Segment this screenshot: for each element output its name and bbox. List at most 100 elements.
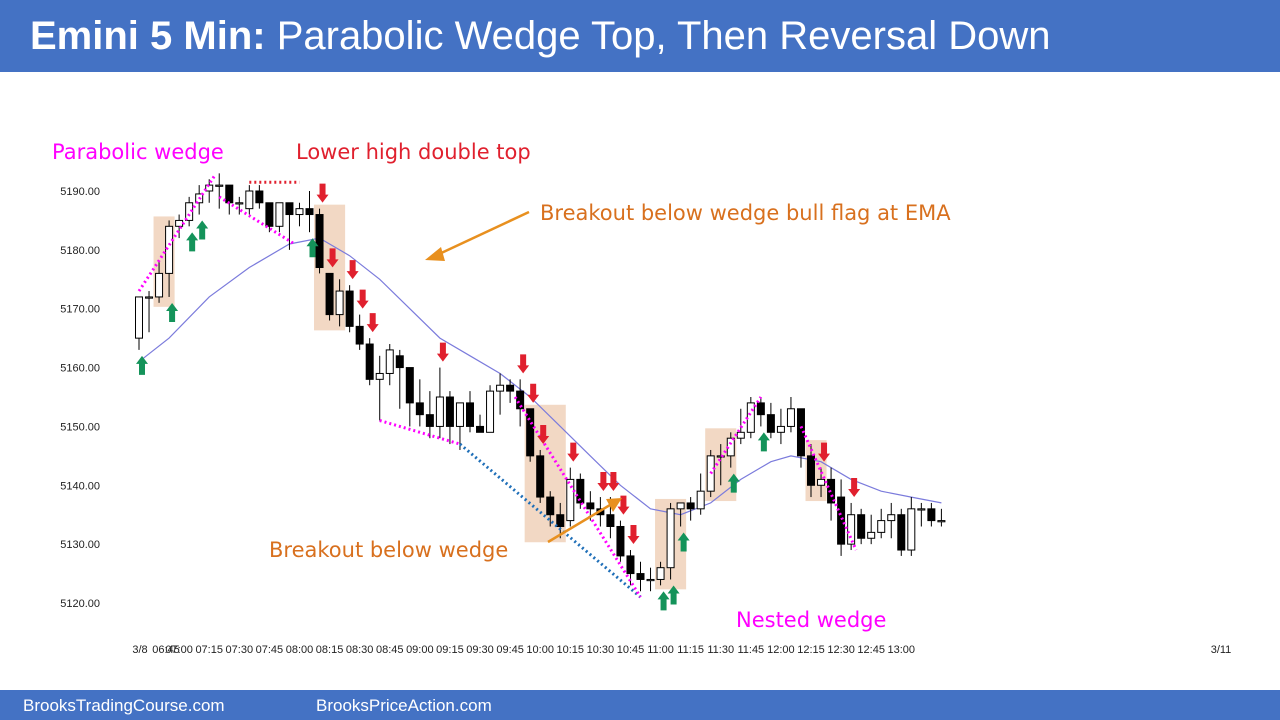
candle-body-14	[275, 202, 284, 227]
candle-body-73	[867, 531, 876, 539]
candle-body-13	[265, 202, 274, 227]
candle-body-33	[465, 402, 474, 427]
candle-body-47	[606, 514, 615, 527]
candle-body-56	[696, 490, 705, 510]
title-rest: Parabolic Wedge Top, Then Reversal Down	[265, 14, 1051, 58]
candle-body-29	[425, 414, 434, 427]
sell-arrow-4	[366, 313, 379, 333]
footer-right-link[interactable]: BrooksPriceAction.com	[316, 696, 492, 715]
candle-body-63	[766, 414, 775, 433]
candle-body-42	[556, 514, 565, 527]
y-tick-label-0: 5120.00	[60, 598, 100, 610]
candle-body-18	[315, 214, 324, 269]
candle-body-34	[476, 425, 485, 433]
x-tick-label-18: 11:00	[647, 644, 674, 656]
sell-arrow-15	[848, 477, 861, 497]
x-tick-label-27: 3/11	[1211, 644, 1232, 656]
buy-arrow-7	[677, 532, 690, 552]
x-tick-label-26: 13:00	[888, 644, 916, 656]
footer-left-link[interactable]: BrooksTradingCourse.com	[23, 696, 225, 715]
candle-body-12	[255, 190, 264, 204]
candle-body-25	[385, 349, 394, 374]
candle-body-57	[706, 455, 715, 492]
candle-body-77	[907, 508, 916, 551]
x-tick-label-9: 08:45	[376, 644, 404, 656]
x-tick-label-24: 12:30	[827, 644, 855, 656]
candle-body-17	[305, 208, 314, 216]
candle-body-48	[616, 525, 625, 557]
candle-body-16	[295, 208, 304, 216]
candle-body-38	[516, 390, 525, 410]
candlestick-chart: 5120.00 5130.00 5140.00 5150.00 5160.00 5170.…	[60, 173, 1232, 656]
wedge-line-magenta-3	[379, 419, 461, 446]
sell-arrow-13	[627, 525, 640, 545]
candle-body-71	[847, 514, 856, 545]
x-tick-label-8: 08:30	[346, 644, 374, 656]
candle-body-79	[927, 508, 936, 522]
candle-body-7	[205, 184, 214, 192]
candle-body-50	[636, 573, 645, 580]
candle-body-37	[506, 384, 515, 392]
candle-body-4	[175, 219, 184, 227]
sell-arrow-1	[326, 248, 339, 268]
candle-body-74	[877, 520, 886, 533]
candle-body-80	[937, 520, 946, 523]
candle-body-65	[786, 408, 795, 427]
buy-arrow-4	[306, 238, 319, 258]
sell-arrow-8	[537, 424, 550, 444]
candle-body-21	[345, 290, 354, 327]
x-tick-label-4: 07:30	[226, 644, 254, 656]
buy-arrow-1	[166, 302, 179, 322]
candle-body-76	[897, 514, 906, 551]
x-tick-label-11: 09:15	[436, 644, 464, 656]
candle-body-70	[837, 496, 846, 545]
candle-body-22	[355, 325, 364, 345]
candle-body-78	[917, 508, 926, 511]
candle-body-53	[666, 508, 675, 569]
candle-body-52	[656, 567, 665, 580]
wedge-line-magenta-5	[513, 396, 642, 598]
sell-arrow-2	[346, 260, 359, 280]
candle-body-67	[807, 455, 816, 486]
annotation-lower-high: Lower high double top	[296, 140, 531, 164]
sell-arrow-0	[316, 183, 329, 203]
candle-body-30	[435, 396, 444, 427]
candle-body-1	[145, 296, 154, 299]
x-tick-label-21: 11:45	[737, 644, 764, 656]
candle-body-68	[817, 478, 826, 486]
x-tick-label-20: 11:30	[707, 644, 734, 656]
annotation-breakout-bull-flag: Breakout below wedge bull flag at EMA	[540, 201, 951, 225]
callout-arrow-wedge-head	[606, 498, 622, 512]
candle-body-62	[756, 402, 765, 416]
buy-arrow-6	[667, 585, 680, 605]
y-tick-label-2: 5140.00	[60, 480, 100, 492]
x-tick-label-17: 10:45	[617, 644, 645, 656]
x-tick-label-0: 3/8	[132, 644, 147, 656]
candle-body-11	[245, 190, 254, 210]
buy-arrow-2	[186, 232, 199, 252]
y-tick-label-7: 5190.00	[60, 186, 100, 198]
candle-body-20	[335, 290, 344, 316]
candle-body-54	[676, 502, 685, 510]
y-tick-label-4: 5160.00	[60, 363, 100, 375]
candle-body-35	[486, 390, 495, 433]
candle-body-61	[746, 402, 755, 433]
candle-body-36	[496, 384, 505, 392]
candle-body-55	[686, 502, 695, 510]
title-bar: Emini 5 Min: Parabolic Wedge Top, Then R…	[0, 0, 1280, 72]
callout-arrow-flag-head	[425, 247, 445, 261]
footer-bar: BrooksTradingCourse.com BrooksPriceActio…	[0, 690, 1280, 720]
y-tick-label-1: 5130.00	[60, 539, 100, 551]
buy-arrow-8	[727, 473, 740, 493]
x-tick-label-14: 10:00	[526, 644, 554, 656]
candle-body-41	[546, 496, 555, 516]
x-tick-label-1: 06:45	[152, 644, 180, 656]
candle-body-9	[225, 184, 234, 204]
candle-body-39	[526, 408, 535, 457]
sell-arrow-11	[607, 472, 620, 492]
page-title: Emini 5 Min: Parabolic Wedge Top, Then R…	[30, 14, 1050, 59]
candle-body-28	[415, 402, 424, 416]
x-tick-label-5: 07:45	[256, 644, 284, 656]
candle-body-27	[405, 367, 414, 404]
sell-arrow-14	[818, 442, 831, 462]
